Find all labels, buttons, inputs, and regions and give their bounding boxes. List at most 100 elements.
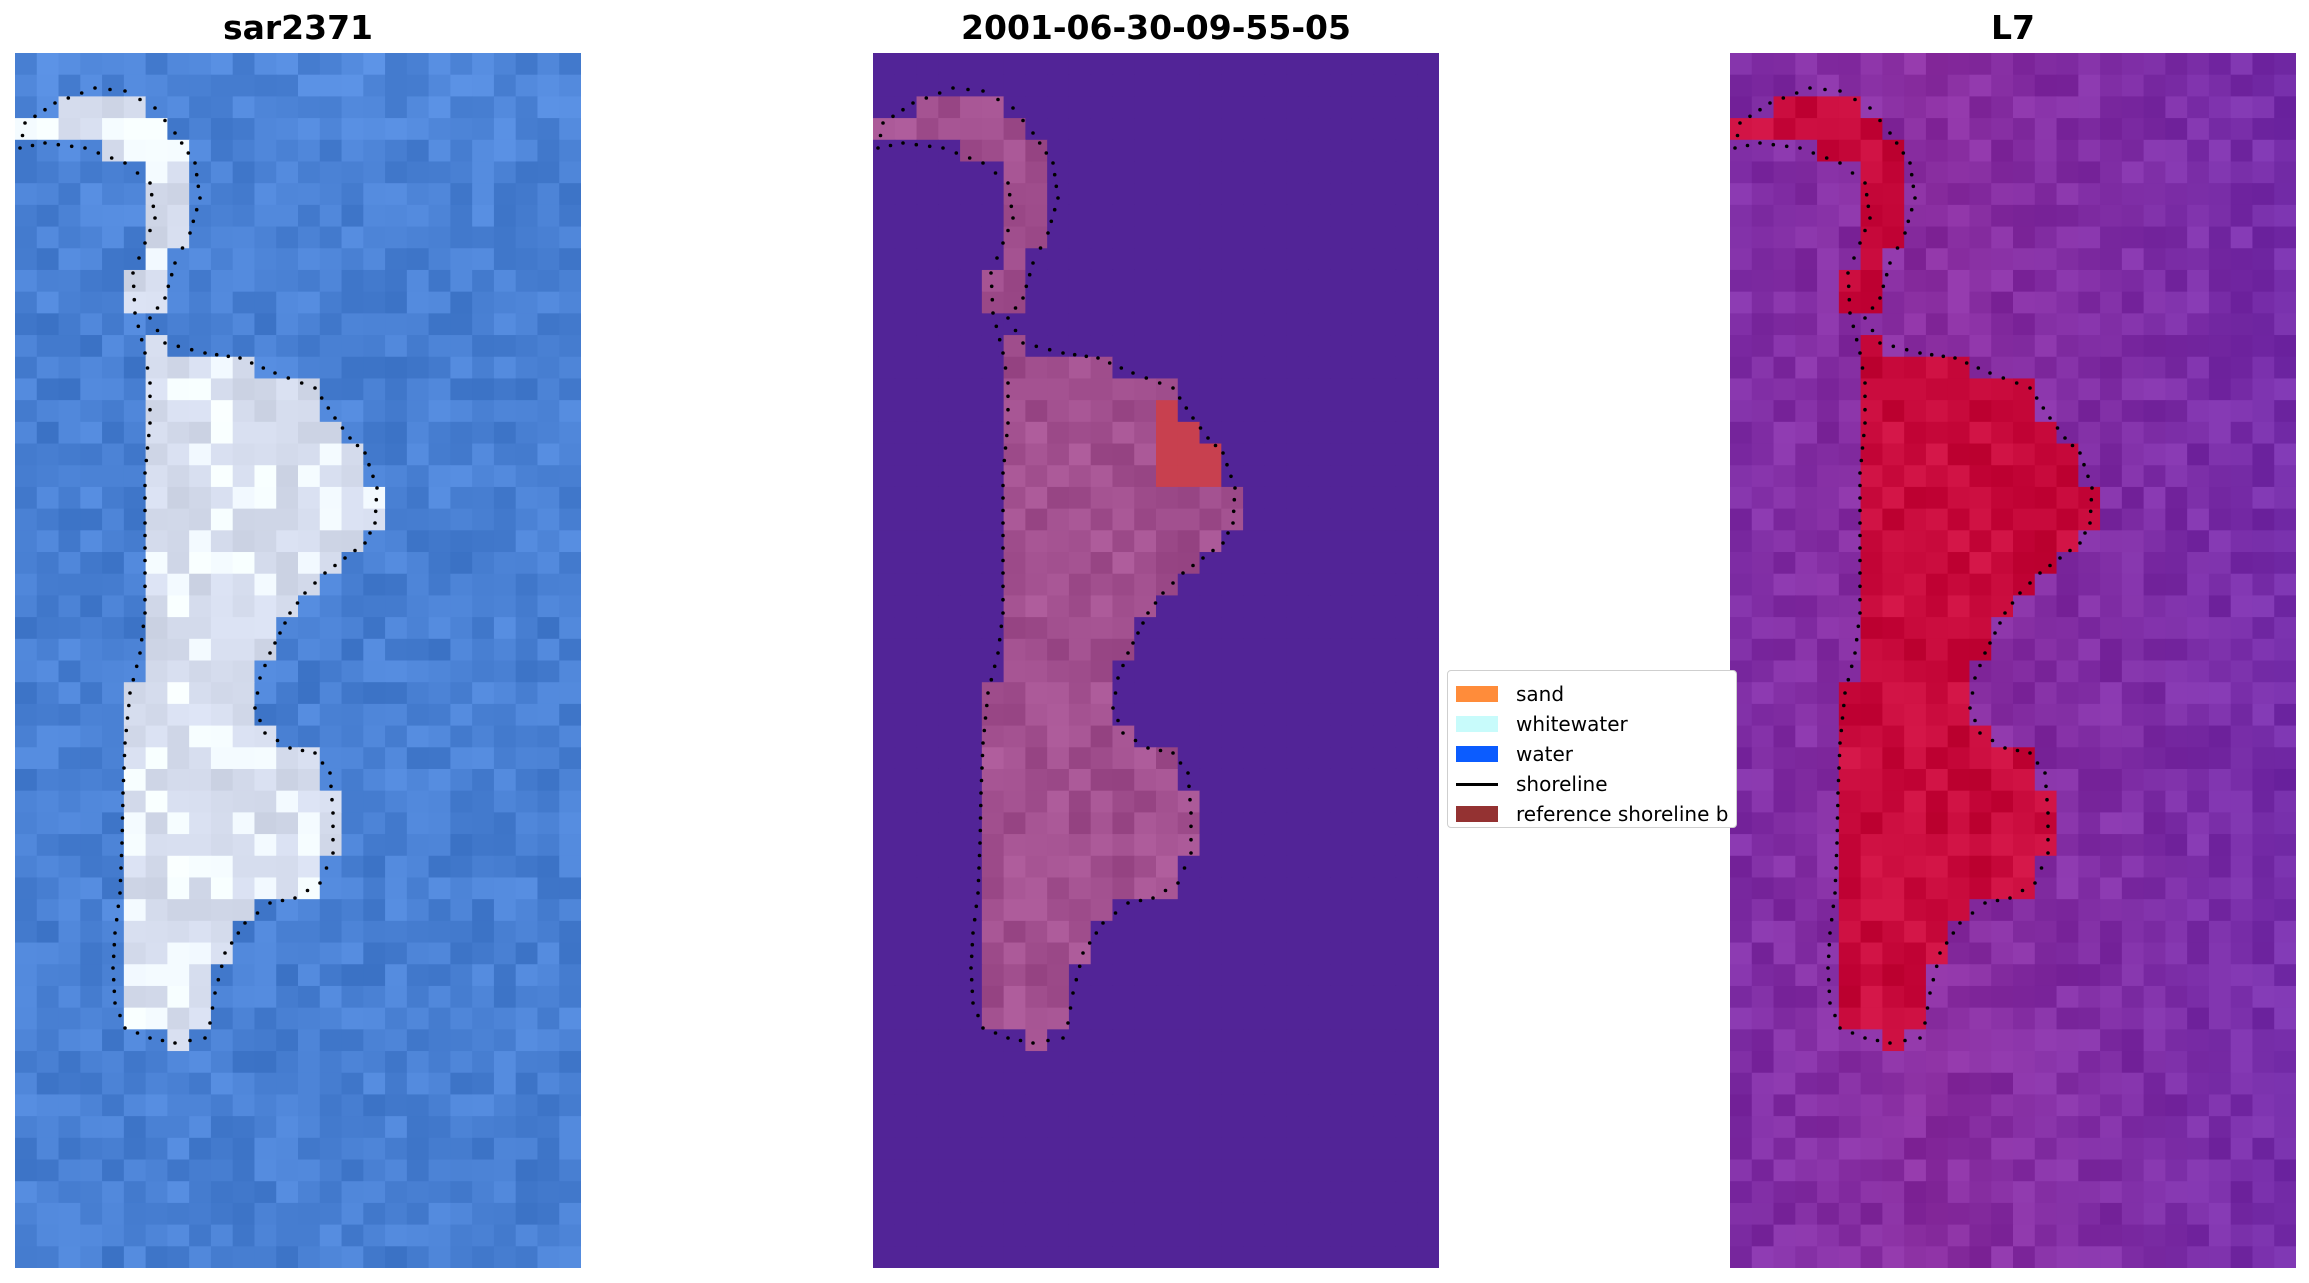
- image-pixel: [232, 877, 256, 900]
- image-pixel: [493, 1051, 517, 1074]
- image-pixel: [1373, 291, 1397, 314]
- image-pixel: [1156, 139, 1179, 163]
- image-pixel: [450, 638, 473, 662]
- image-pixel: [1991, 573, 2014, 597]
- image-pixel: [1795, 1224, 1818, 1247]
- image-pixel: [515, 530, 539, 553]
- image-panel-index[interactable]: [1730, 53, 2296, 1268]
- image-pixel: [1795, 53, 1818, 76]
- image-pixel: [1373, 269, 1397, 293]
- image-pixel: [2252, 855, 2275, 879]
- image-pixel: [428, 443, 451, 466]
- image-pixel: [1925, 508, 1949, 531]
- image-pixel: [232, 682, 256, 705]
- image-pixel: [36, 1072, 60, 1096]
- image-pixel: [276, 1202, 299, 1226]
- image-pixel: [385, 269, 408, 293]
- shoreline-dot: [992, 664, 997, 669]
- image-pixel: [36, 1007, 60, 1030]
- image-pixel: [2121, 1137, 2145, 1161]
- image-pixel: [1969, 1007, 1992, 1030]
- image-pixel: [2252, 530, 2275, 553]
- shoreline-dot: [1870, 328, 1875, 333]
- image-panel-rgb[interactable]: [15, 53, 581, 1268]
- image-pixel: [2121, 573, 2145, 597]
- image-pixel: [493, 1181, 517, 1204]
- image-pixel: [559, 855, 581, 879]
- image-pixel: [1817, 747, 1840, 770]
- image-pixel: [1730, 573, 1753, 597]
- image-pixel: [167, 96, 190, 119]
- image-pixel: [1795, 617, 1818, 640]
- image-pixel: [1969, 1224, 1992, 1247]
- shoreline-dot: [1858, 471, 1862, 475]
- image-pixel: [2187, 942, 2210, 965]
- image-pixel: [1047, 660, 1070, 683]
- reference-shoreline-swatch: [1456, 806, 1498, 822]
- image-pixel: [1417, 378, 1439, 401]
- image-pixel: [1047, 638, 1070, 662]
- image-pixel: [1751, 573, 1775, 597]
- image-pixel: [1177, 335, 1201, 358]
- image-pixel: [2121, 638, 2145, 662]
- image-pixel: [363, 335, 386, 358]
- image-pixel: [167, 183, 190, 206]
- image-pixel: [58, 96, 81, 119]
- image-pixel: [1068, 139, 1092, 163]
- image-pixel: [1068, 486, 1092, 510]
- image-pixel: [2013, 400, 2036, 423]
- shoreline-dot: [1964, 361, 1969, 365]
- image-pixel: [341, 790, 364, 813]
- image-pixel: [2056, 291, 2079, 314]
- shoreline-dot: [1891, 344, 1896, 349]
- image-panel-classified[interactable]: [873, 53, 1439, 1268]
- image-pixel: [428, 1137, 451, 1161]
- image-pixel: [385, 1007, 408, 1030]
- image-pixel: [189, 400, 212, 423]
- image-pixel: [1308, 747, 1331, 770]
- shoreline-dot: [1087, 941, 1092, 945]
- image-pixel: [1068, 942, 1092, 965]
- image-pixel: [102, 573, 125, 597]
- image-pixel: [1177, 768, 1201, 792]
- image-pixel: [58, 421, 81, 445]
- image-pixel: [2165, 508, 2188, 531]
- image-pixel: [873, 335, 896, 358]
- image-pixel: [981, 1029, 1005, 1052]
- image-pixel: [1351, 465, 1375, 488]
- image-pixel: [1221, 768, 1244, 792]
- shoreline-dot: [1233, 486, 1237, 490]
- image-pixel: [406, 1137, 430, 1161]
- image-pixel: [1795, 183, 1818, 206]
- image-pixel: [319, 248, 343, 271]
- image-pixel: [102, 335, 125, 358]
- image-pixel: [1773, 400, 1796, 423]
- image-pixel: [1330, 790, 1353, 813]
- image-pixel: [472, 378, 495, 401]
- shoreline-dot: [120, 816, 125, 820]
- image-pixel: [2100, 1072, 2123, 1096]
- image-pixel: [2274, 790, 2296, 813]
- shoreline-dot: [989, 677, 994, 682]
- image-pixel: [2230, 790, 2254, 813]
- image-pixel: [537, 400, 560, 423]
- shoreline-dot: [194, 207, 199, 212]
- shoreline-dot: [169, 272, 174, 277]
- image-pixel: [189, 1137, 212, 1161]
- image-pixel: [189, 1051, 212, 1074]
- image-pixel: [1904, 920, 1927, 944]
- shoreline-dot: [1909, 207, 1914, 212]
- image-pixel: [1156, 660, 1179, 683]
- image-pixel: [2078, 682, 2101, 705]
- image-pixel: [1286, 855, 1309, 879]
- image-pixel: [167, 465, 190, 488]
- image-pixel: [894, 768, 918, 792]
- image-pixel: [232, 617, 256, 640]
- image-pixel: [916, 1094, 939, 1117]
- image-pixel: [254, 486, 277, 510]
- image-pixel: [1177, 356, 1201, 380]
- image-pixel: [1969, 638, 1992, 662]
- image-pixel: [1947, 486, 1971, 510]
- image-pixel: [981, 204, 1005, 228]
- image-pixel: [1860, 725, 1883, 748]
